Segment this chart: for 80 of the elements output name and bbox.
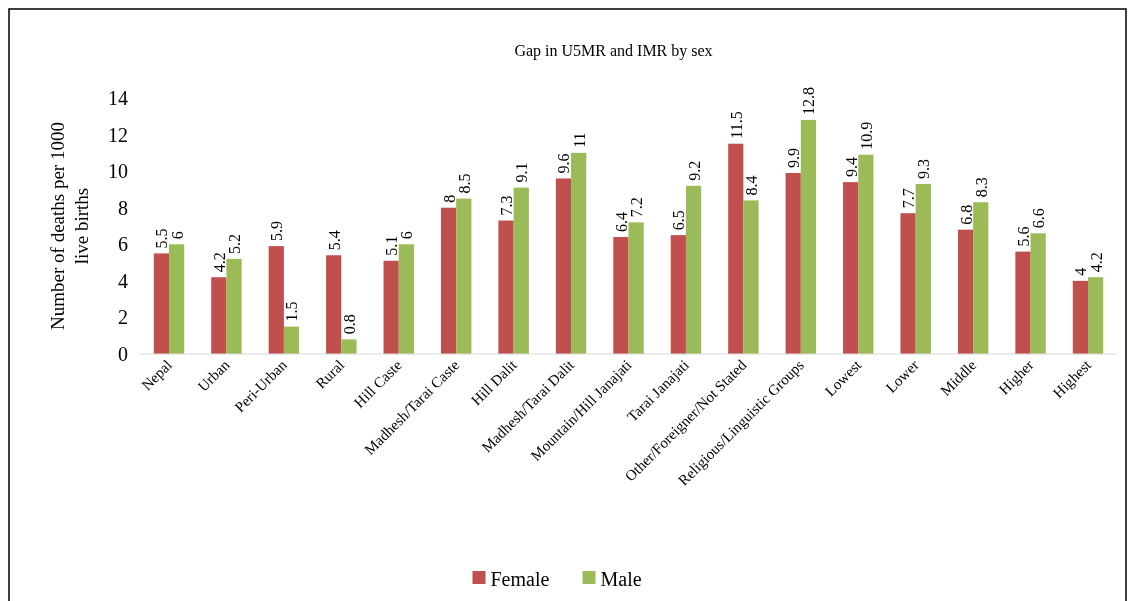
bar (456, 198, 472, 354)
data-label: 11 (570, 132, 588, 148)
y-tick-label: 8 (118, 196, 128, 219)
bar (670, 235, 686, 354)
bar (915, 183, 931, 354)
bar (268, 246, 284, 354)
data-label: 7.2 (628, 197, 646, 218)
bar (398, 244, 414, 354)
data-label: 9.6 (555, 153, 573, 174)
data-label: 9.9 (785, 147, 803, 168)
bar (1087, 277, 1104, 354)
bar (383, 260, 399, 354)
data-label: 6.5 (670, 210, 688, 231)
bar (341, 339, 357, 354)
data-label: 7.3 (498, 195, 516, 216)
y-axis-title: Number of deaths per 1000 live births (47, 122, 92, 330)
bar (728, 143, 744, 354)
bar (900, 213, 916, 354)
bar (571, 152, 587, 354)
data-label: 8.3 (972, 177, 990, 198)
data-label: 9.4 (842, 157, 860, 178)
data-label: 8.4 (742, 175, 760, 196)
y-tick-label: 14 (108, 87, 128, 109)
data-label: 9.1 (513, 162, 531, 183)
data-label: 4 (1072, 267, 1090, 276)
bar (283, 326, 300, 354)
data-label: 5.9 (268, 221, 286, 242)
bar (1030, 233, 1046, 354)
bar (973, 202, 989, 354)
data-label: 9.2 (685, 160, 703, 181)
data-label: 6.4 (612, 211, 630, 232)
bar (226, 258, 242, 354)
bar (957, 229, 974, 354)
data-label: 4.2 (1087, 252, 1105, 273)
data-label: 4.2 (210, 252, 228, 273)
bar (785, 172, 801, 354)
bar (843, 182, 859, 354)
data-label: 6.8 (957, 204, 975, 225)
bar (153, 253, 170, 354)
data-label: 8 (440, 194, 458, 203)
bar (555, 178, 572, 354)
data-label: 5.1 (383, 235, 401, 256)
bar (628, 222, 644, 354)
chart-title: Gap in U5MR and IMR by sex (514, 42, 713, 60)
bar (743, 200, 759, 354)
data-label: 6 (398, 231, 416, 240)
bar (800, 119, 817, 354)
data-label: 6.6 (1030, 208, 1048, 229)
bar (169, 244, 185, 354)
data-label: 9.3 (915, 158, 933, 179)
data-label: 5.2 (226, 233, 244, 254)
data-label: 11.5 (727, 111, 745, 139)
data-label: 0.8 (340, 314, 358, 335)
bar (211, 277, 227, 354)
data-label: 5.5 (153, 228, 171, 249)
data-label: 5.6 (1014, 226, 1032, 247)
bar (513, 187, 529, 354)
data-label: 7.7 (900, 188, 918, 209)
bar (440, 207, 457, 354)
data-label: 6 (168, 231, 186, 240)
bar (1015, 251, 1031, 354)
bar (858, 154, 874, 354)
data-label: 1.5 (283, 301, 301, 322)
data-label: 12.8 (800, 86, 818, 115)
y-tick-label: 4 (118, 269, 128, 292)
y-tick-label: 6 (118, 233, 128, 256)
legend-label: Female (490, 568, 550, 590)
bar (685, 185, 702, 354)
bar (613, 236, 629, 354)
data-label: 5.4 (325, 230, 343, 251)
bar (1072, 280, 1088, 354)
y-tick-label: 2 (118, 306, 128, 329)
y-tick-label: 0 (118, 343, 128, 365)
bar (326, 255, 342, 354)
y-tick-label: 10 (108, 160, 128, 183)
data-label: 10.9 (857, 121, 875, 150)
legend-label: Male (600, 568, 642, 590)
data-label: 8.5 (455, 173, 473, 194)
y-tick-label: 12 (108, 123, 128, 146)
bar (498, 220, 514, 354)
